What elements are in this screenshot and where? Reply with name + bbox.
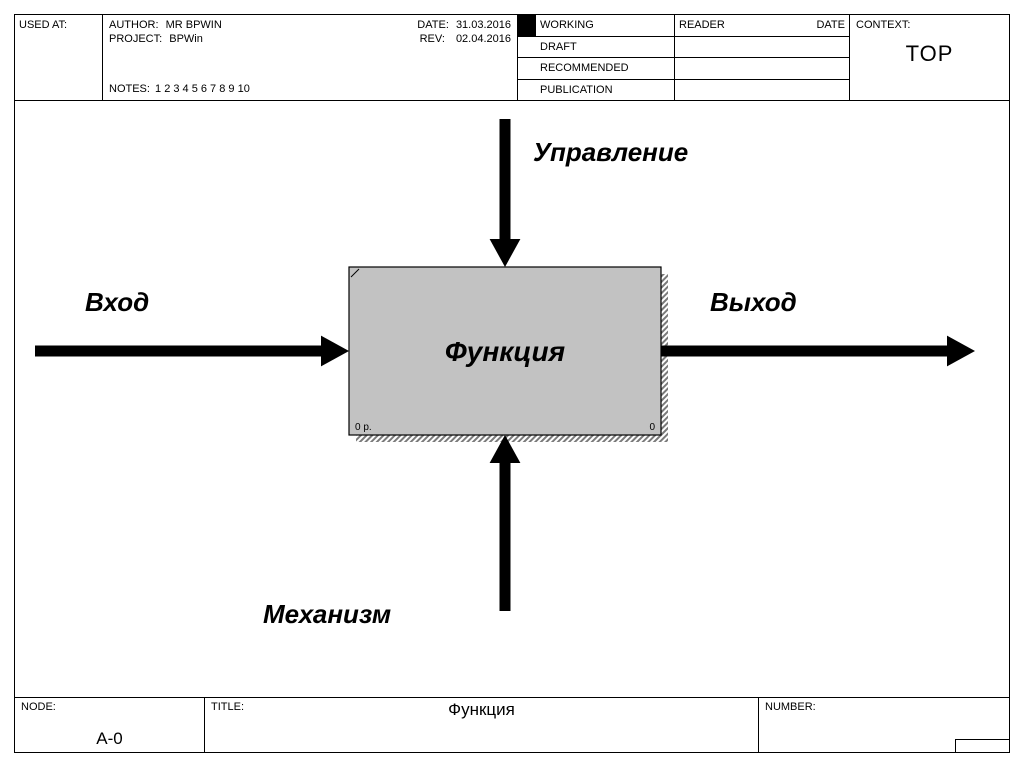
title-value: Функция: [205, 698, 758, 753]
author-label: AUTHOR:: [109, 19, 159, 31]
reader-label: READER: [679, 15, 725, 36]
footer-number: NUMBER:: [759, 698, 1009, 753]
context-label: CONTEXT:: [856, 19, 910, 31]
page: USED AT: AUTHOR: MR BPWIN DATE: 31.03.20…: [0, 0, 1024, 767]
arrow-label-mechanism: Механизм: [263, 599, 391, 630]
context-value: TOP: [856, 41, 1003, 67]
reader-date-label: DATE: [816, 15, 845, 36]
arrow-label-output: Выход: [710, 287, 797, 318]
idef0-frame: USED AT: AUTHOR: MR BPWIN DATE: 31.03.20…: [14, 14, 1010, 753]
node-label: NODE:: [21, 701, 56, 713]
rev-value: 02.04.2016: [456, 33, 511, 45]
status-row: PUBLICATION: [518, 80, 674, 102]
header: USED AT: AUTHOR: MR BPWIN DATE: 31.03.20…: [15, 15, 1009, 101]
rev-label: REV:: [420, 33, 445, 45]
arrow-label-input: Вход: [85, 287, 149, 318]
svg-text:Функция: Функция: [445, 336, 565, 367]
project-label: PROJECT:: [109, 33, 162, 45]
node-value: A-0: [15, 729, 204, 749]
footer-node: NODE: A-0: [15, 698, 205, 753]
status-row: DRAFT: [518, 37, 674, 59]
svg-text:0: 0: [649, 422, 655, 433]
arrow-label-control: Управление: [533, 137, 688, 168]
notes-label: NOTES:: [109, 83, 150, 95]
diagram-svg: Функция 0 р. 0: [15, 101, 1011, 699]
footer-title: TITLE: Функция: [205, 698, 759, 753]
status-row: RECOMMENDED: [518, 58, 674, 80]
footer: NODE: A-0 TITLE: Функция NUMBER:: [15, 697, 1009, 752]
header-status-block: WORKINGDRAFTRECOMMENDEDPUBLICATION: [518, 15, 675, 101]
date-label: DATE:: [417, 19, 449, 31]
header-reader-block: READER DATE: [675, 15, 850, 101]
notes-value: 1 2 3 4 5 6 7 8 9 10: [155, 83, 250, 95]
footer-tab: [955, 739, 1009, 753]
diagram-canvas: Функция 0 р. 0 Вход Выход Управление Механизм: [15, 101, 1009, 697]
header-author-block: AUTHOR: MR BPWIN DATE: 31.03.2016 PROJEC…: [103, 15, 518, 101]
date-value: 31.03.2016: [456, 19, 511, 31]
project-value: BPWin: [169, 33, 203, 45]
header-context: CONTEXT: TOP: [850, 15, 1009, 101]
number-label: NUMBER:: [765, 701, 816, 713]
svg-text:0 р.: 0 р.: [355, 422, 372, 433]
header-usedat: USED AT:: [15, 15, 103, 101]
usedat-label: USED AT:: [19, 19, 67, 31]
status-row: WORKING: [518, 15, 674, 37]
author-value: MR BPWIN: [166, 19, 222, 31]
